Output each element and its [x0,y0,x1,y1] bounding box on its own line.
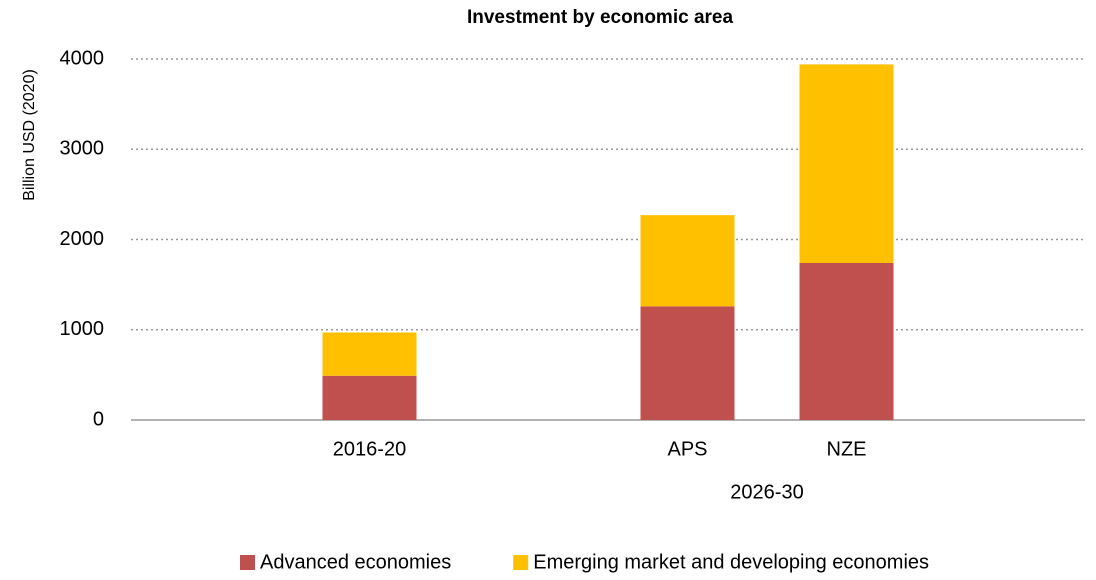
x-tick-label: NZE [827,438,867,460]
y-tick-label: 1000 [60,318,105,340]
bar-segment [322,375,417,420]
legend-swatch [240,555,255,570]
legend-label: Advanced economies [260,551,451,573]
y-tick-label: 4000 [60,47,105,69]
bar-segment [799,64,894,263]
bar-segment [640,306,735,420]
y-axis-label: Billion USD (2020) [21,69,38,201]
bar-segment [640,215,735,307]
y-tick-label: 3000 [60,138,105,160]
category-group-label: 2026-30 [730,481,803,503]
legend-label: Emerging market and developing economies [533,551,929,573]
x-tick-label: APS [667,438,707,460]
x-tick-label: 2016-20 [333,438,406,460]
bar-segment [799,262,894,420]
chart-title: Investment by economic area [467,7,734,28]
bar-segment [322,332,417,376]
legend-swatch [513,555,529,570]
y-tick-label: 2000 [60,228,105,250]
y-tick-label: 0 [93,408,104,430]
